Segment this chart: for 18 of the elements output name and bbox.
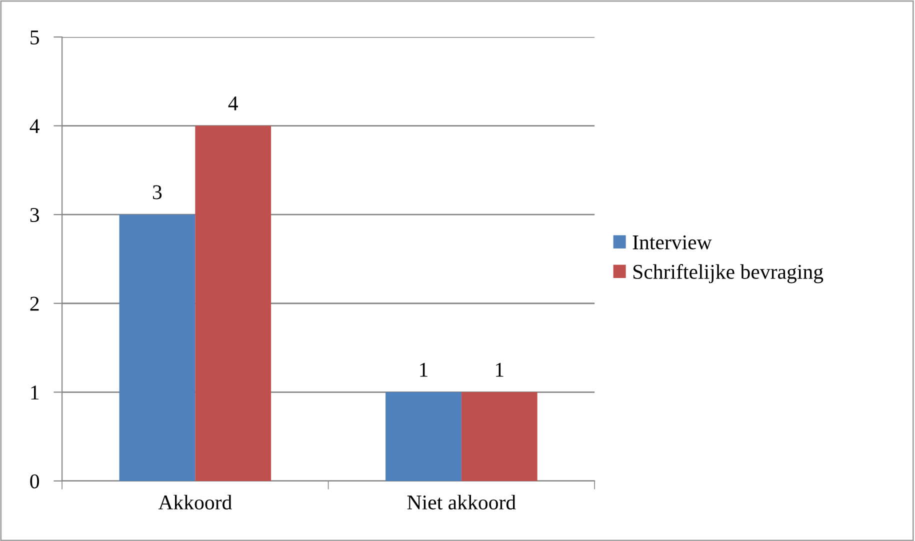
y-tick-label: 1 xyxy=(31,386,39,400)
y-tick-label: 4 xyxy=(30,119,40,134)
y-tick-label: 2 xyxy=(30,296,39,311)
bar xyxy=(119,214,196,481)
data-label: 1 xyxy=(420,362,428,377)
data-label: 4 xyxy=(228,96,238,110)
y-tick-label: 0 xyxy=(30,474,40,488)
bar xyxy=(386,392,462,481)
data-label: 3 xyxy=(153,185,162,200)
legend-label: Interview xyxy=(632,235,712,250)
bar xyxy=(461,392,538,481)
legend-label: Schriftelijke bevraging xyxy=(633,264,824,284)
x-tick-label: Niet akkoord xyxy=(407,494,516,510)
y-tick-label: 5 xyxy=(30,30,39,44)
y-tick-label: 3 xyxy=(30,208,39,222)
data-label: 1 xyxy=(496,362,504,377)
x-tick-label: Akkoord xyxy=(158,494,232,510)
bar xyxy=(195,126,272,481)
